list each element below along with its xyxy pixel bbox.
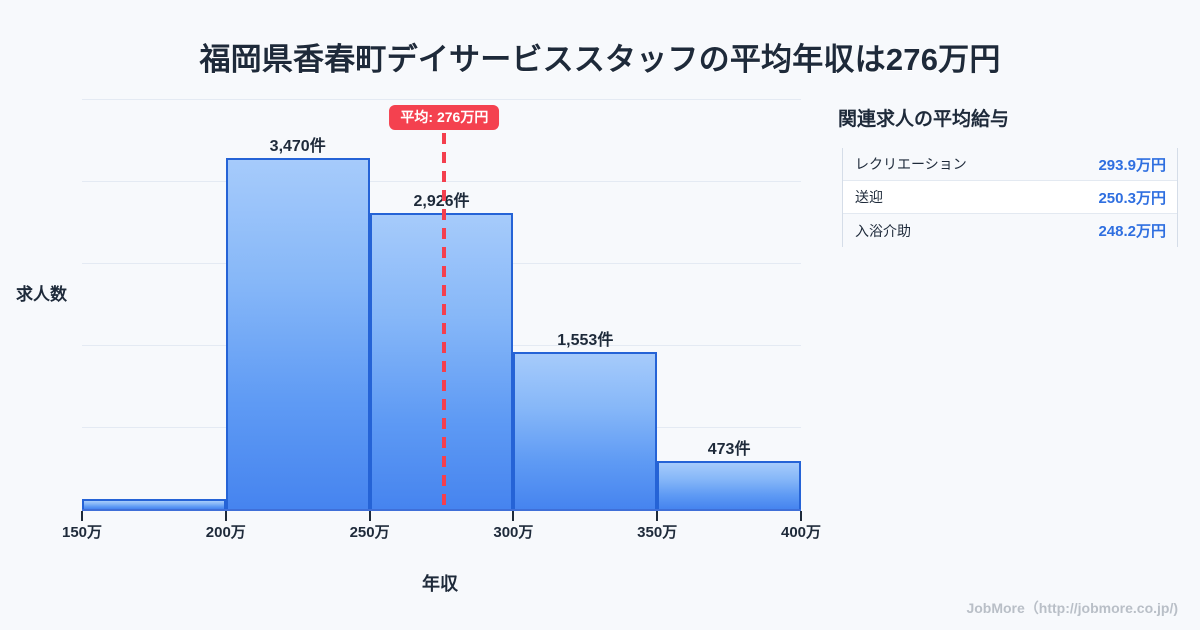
- table-row: レクリエーション 293.9万円: [843, 148, 1177, 181]
- x-axis-tick: [800, 511, 802, 521]
- average-badge: 平均: 276万円: [389, 105, 500, 130]
- x-axis-tick-label: 400万: [780, 524, 822, 541]
- related-salary-sidebar: 関連求人の平均給与 レクリエーション 293.9万円送迎 250.3万円入浴介助 24…: [836, 0, 1200, 630]
- x-axis-tick: [656, 511, 659, 521]
- histogram-chart: 3,470件 2,926件 1,553件 473件 150万 200万 250万 300万 3…: [16, 99, 822, 594]
- histogram-bar: [657, 461, 801, 509]
- bar-value-label: 3,470件: [269, 137, 326, 155]
- gridline: [82, 181, 801, 182]
- related-salary-table: レクリエーション 293.9万円送迎 250.3万円入浴介助 248.2万円: [842, 148, 1178, 247]
- x-axis-tick: [224, 511, 227, 521]
- table-row-value: 293.9万円: [1098, 156, 1166, 174]
- histogram-bar: [82, 498, 226, 509]
- bar-value-label: 1,553件: [557, 331, 614, 349]
- average-line: [442, 133, 447, 511]
- x-axis-tick-label: 300万: [493, 524, 534, 541]
- bar-value-label: 473件: [707, 441, 751, 459]
- x-axis-tick-label: 200万: [205, 524, 246, 541]
- gridline: [82, 99, 801, 100]
- x-axis-tick: [512, 511, 515, 521]
- histogram-bar: [513, 351, 658, 509]
- table-row-label: 入浴介助: [855, 222, 911, 239]
- x-axis-tick: [368, 511, 371, 521]
- table-row-value: 248.2万円: [1098, 223, 1166, 240]
- sidebar-heading: 関連求人の平均給与: [838, 109, 1010, 130]
- histogram-bar: [225, 157, 370, 509]
- table-row: 入浴介助 248.2万円: [843, 214, 1177, 247]
- footer-watermark: JobMore（http://jobmore.co.jp/): [966, 600, 1178, 616]
- x-axis-title: 年収: [422, 574, 458, 594]
- bar-value-label: 2,926件: [413, 187, 469, 211]
- table-row: 送迎 250.3万円: [843, 181, 1177, 214]
- x-axis-tick: [81, 511, 83, 521]
- table-row-label: レクリエーション: [855, 156, 967, 172]
- x-axis-tick-label: 250万: [349, 524, 390, 541]
- table-row-value: 250.3万円: [1098, 189, 1166, 207]
- x-axis-tick-label: 350万: [637, 524, 678, 541]
- page-title: 福岡県香春町デイサービススタッフの平均年収は276万円: [199, 42, 1001, 77]
- histogram-bar: [369, 212, 514, 509]
- x-axis-tick-label: 150万: [61, 524, 103, 541]
- axis-baseline: [82, 509, 801, 511]
- y-axis-title: 求人数: [16, 285, 67, 304]
- table-row-label: 送迎: [855, 189, 883, 205]
